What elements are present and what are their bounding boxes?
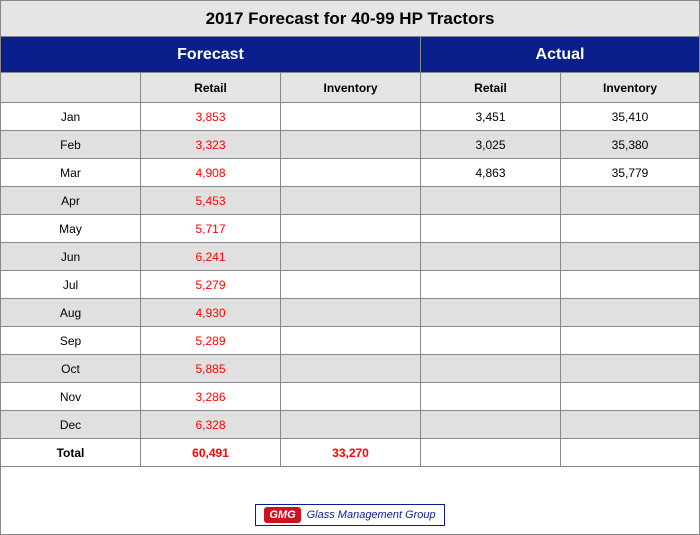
forecast-retail-cell: 5,885 <box>141 355 281 382</box>
forecast-retail-cell: 6,328 <box>141 411 281 438</box>
forecast-inventory-cell <box>281 131 421 158</box>
actual-retail-cell <box>421 299 561 326</box>
actual-retail-cell <box>421 243 561 270</box>
actual-retail-cell <box>421 383 561 410</box>
month-cell: Mar <box>1 159 141 186</box>
actual-inventory-cell: 35,380 <box>561 131 699 158</box>
header-actual: Actual <box>421 37 699 73</box>
month-cell: Apr <box>1 187 141 214</box>
report-container: 2017 Forecast for 40-99 HP Tractors Fore… <box>0 0 700 535</box>
forecast-inventory-cell <box>281 411 421 438</box>
forecast-inventory-cell <box>281 383 421 410</box>
forecast-retail-cell: 5,289 <box>141 327 281 354</box>
actual-inventory-cell <box>561 355 699 382</box>
actual-inventory-cell <box>561 271 699 298</box>
actual-retail-cell <box>421 411 561 438</box>
actual-retail-cell <box>421 215 561 242</box>
table-row: Dec6,328 <box>1 411 699 439</box>
logo-area: GMG Glass Management Group <box>1 504 699 526</box>
table-row: Feb3,323 3,02535,380 <box>1 131 699 159</box>
report-title: 2017 Forecast for 40-99 HP Tractors <box>1 1 699 37</box>
actual-retail-cell <box>421 327 561 354</box>
header-forecast: Forecast <box>1 37 421 73</box>
forecast-inventory-cell <box>281 243 421 270</box>
table-row: Sep5,289 <box>1 327 699 355</box>
total-forecast-retail: 60,491 <box>141 439 281 466</box>
table-row: Oct5,885 <box>1 355 699 383</box>
month-cell: Jan <box>1 103 141 130</box>
forecast-retail-cell: 4,908 <box>141 159 281 186</box>
table-row: Mar4,908 4,86335,779 <box>1 159 699 187</box>
subheader-month <box>1 73 141 102</box>
month-cell: Jul <box>1 271 141 298</box>
actual-retail-cell <box>421 355 561 382</box>
forecast-inventory-cell <box>281 327 421 354</box>
table-row: Apr5,453 <box>1 187 699 215</box>
forecast-inventory-cell <box>281 355 421 382</box>
table-row: May5,717 <box>1 215 699 243</box>
forecast-inventory-cell <box>281 159 421 186</box>
month-cell: Jun <box>1 243 141 270</box>
month-cell: Aug <box>1 299 141 326</box>
logo-box: GMG Glass Management Group <box>255 504 444 526</box>
data-rows: Jan3,8533,45135,410Feb3,3233,02535,380Ma… <box>1 103 699 439</box>
actual-retail-cell: 3,451 <box>421 103 561 130</box>
header-row: Forecast Actual <box>1 37 699 73</box>
month-cell: Oct <box>1 355 141 382</box>
actual-inventory-cell <box>561 411 699 438</box>
actual-retail-cell: 4,863 <box>421 159 561 186</box>
forecast-retail-cell: 6,241 <box>141 243 281 270</box>
subheader-forecast-inventory: Inventory <box>281 73 421 102</box>
total-actual-inventory <box>561 439 699 466</box>
month-cell: Nov <box>1 383 141 410</box>
month-cell: May <box>1 215 141 242</box>
actual-retail-cell <box>421 271 561 298</box>
subheader-row: Retail Inventory Retail Inventory <box>1 73 699 103</box>
forecast-inventory-cell <box>281 215 421 242</box>
logo-badge: GMG <box>264 507 300 523</box>
forecast-inventory-cell <box>281 187 421 214</box>
table-row: Jul5,279 <box>1 271 699 299</box>
actual-inventory-cell: 35,779 <box>561 159 699 186</box>
forecast-retail-cell: 4,930 <box>141 299 281 326</box>
month-cell: Feb <box>1 131 141 158</box>
actual-retail-cell <box>421 187 561 214</box>
subheader-actual-inventory: Inventory <box>561 73 699 102</box>
subheader-actual-retail: Retail <box>421 73 561 102</box>
actual-inventory-cell <box>561 327 699 354</box>
forecast-inventory-cell <box>281 271 421 298</box>
actual-retail-cell: 3,025 <box>421 131 561 158</box>
actual-inventory-cell <box>561 383 699 410</box>
actual-inventory-cell <box>561 187 699 214</box>
actual-inventory-cell <box>561 299 699 326</box>
forecast-retail-cell: 5,279 <box>141 271 281 298</box>
actual-inventory-cell: 35,410 <box>561 103 699 130</box>
forecast-retail-cell: 3,853 <box>141 103 281 130</box>
table-row: Jan3,853 3,45135,410 <box>1 103 699 131</box>
total-actual-retail <box>421 439 561 466</box>
logo-text: Glass Management Group <box>307 509 436 521</box>
forecast-inventory-cell <box>281 103 421 130</box>
forecast-retail-cell: 5,717 <box>141 215 281 242</box>
forecast-retail-cell: 3,286 <box>141 383 281 410</box>
total-row: Total 60,491 33,270 <box>1 439 699 467</box>
actual-inventory-cell <box>561 215 699 242</box>
month-cell: Dec <box>1 411 141 438</box>
total-forecast-inventory: 33,270 <box>281 439 421 466</box>
subheader-forecast-retail: Retail <box>141 73 281 102</box>
month-cell: Sep <box>1 327 141 354</box>
actual-inventory-cell <box>561 243 699 270</box>
forecast-inventory-cell <box>281 299 421 326</box>
table-row: Nov3,286 <box>1 383 699 411</box>
forecast-retail-cell: 5,453 <box>141 187 281 214</box>
table-row: Jun6,241 <box>1 243 699 271</box>
forecast-retail-cell: 3,323 <box>141 131 281 158</box>
table-row: Aug4,930 <box>1 299 699 327</box>
total-label: Total <box>1 439 141 466</box>
